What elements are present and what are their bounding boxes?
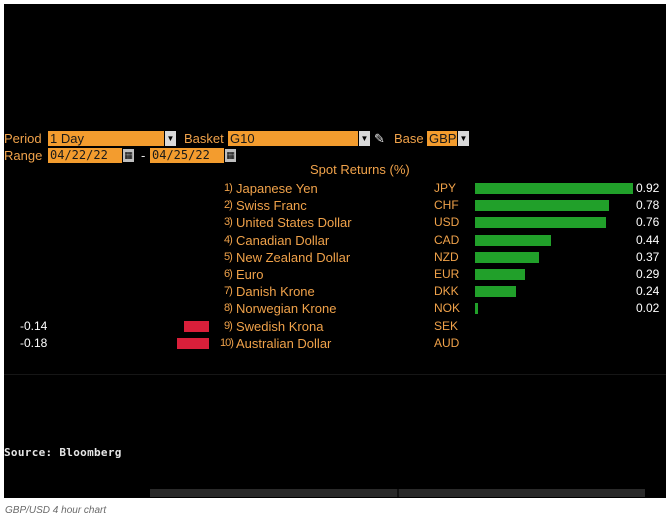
row-rank: 8) bbox=[224, 302, 233, 315]
currency-code: SEK bbox=[434, 318, 459, 333]
currency-code: NOK bbox=[434, 301, 461, 316]
list-item[interactable]: 2) Swiss Franc CHF 0.78 bbox=[4, 197, 666, 214]
currency-code: AUD bbox=[434, 335, 460, 350]
positive-return-bar bbox=[475, 200, 609, 212]
positive-return-bar bbox=[475, 183, 633, 194]
row-rank: 5) bbox=[224, 250, 233, 263]
row-rank: 9) bbox=[224, 319, 233, 332]
period-select[interactable]: 1 Day bbox=[48, 131, 164, 146]
positive-return-bar bbox=[475, 303, 479, 315]
currency-code: DKK bbox=[434, 284, 459, 299]
currency-code: JPY bbox=[434, 181, 457, 195]
list-item[interactable]: 3) United States Dollar USD 0.76 bbox=[4, 214, 666, 231]
currency-code: CAD bbox=[434, 232, 460, 247]
negative-return-bar bbox=[184, 320, 209, 332]
range-separator: - bbox=[141, 148, 146, 163]
currency-name: Euro bbox=[236, 267, 264, 282]
return-value: 0.02 bbox=[636, 301, 660, 316]
basket-label: Basket bbox=[184, 131, 224, 146]
currency-code: USD bbox=[434, 215, 460, 230]
range-label: Range bbox=[4, 148, 43, 163]
list-item[interactable]: 1) Japanese Yen JPY 0.92 bbox=[4, 180, 666, 197]
positive-return-bar bbox=[475, 234, 551, 246]
basket-select[interactable]: G10 bbox=[228, 131, 358, 146]
currency-name: Norwegian Krone bbox=[236, 301, 337, 317]
range-end-input[interactable]: 04/25/22 bbox=[150, 148, 224, 163]
row-rank: 10) bbox=[220, 336, 234, 349]
return-value: -0.14 bbox=[20, 318, 48, 333]
currency-name: Swiss Franc bbox=[236, 198, 307, 214]
return-value: 0.29 bbox=[636, 267, 660, 281]
list-item[interactable]: 7) Danish Krone DKK 0.24 bbox=[4, 283, 666, 300]
pencil-icon[interactable]: ✎ bbox=[374, 131, 385, 146]
currency-name: Danish Krone bbox=[236, 284, 315, 300]
positive-return-bar bbox=[475, 269, 525, 280]
return-value: 0.24 bbox=[636, 284, 660, 299]
source-label: Source: Bloomberg bbox=[4, 446, 122, 459]
row-rank: 7) bbox=[224, 285, 233, 298]
currency-code: EUR bbox=[434, 267, 460, 281]
image-caption: GBP/USD 4 hour chart bbox=[5, 505, 107, 516]
row-rank: 4) bbox=[224, 233, 233, 246]
list-item[interactable]: 4) Canadian Dollar CAD 0.44 bbox=[4, 232, 666, 249]
chevron-down-icon[interactable]: ▼ bbox=[165, 131, 176, 146]
negative-return-bar bbox=[177, 337, 209, 349]
currency-name: United States Dollar bbox=[236, 215, 352, 231]
bloomberg-terminal-panel: Period 1 Day ▼ Basket G10 ▼ ✎ Base GBP ▼… bbox=[4, 4, 666, 498]
chevron-down-icon[interactable]: ▼ bbox=[359, 131, 370, 146]
list-item[interactable]: 6) Euro EUR 0.29 bbox=[4, 266, 666, 283]
positive-return-bar bbox=[475, 286, 517, 298]
calendar-icon[interactable]: ▦ bbox=[225, 149, 236, 162]
currency-name: Canadian Dollar bbox=[236, 232, 330, 248]
return-value: 0.78 bbox=[636, 198, 660, 213]
base-label: Base bbox=[394, 131, 424, 146]
calendar-icon[interactable]: ▦ bbox=[123, 149, 134, 162]
currency-name: Swedish Krona bbox=[236, 318, 324, 334]
list-item[interactable]: 8) Norwegian Krone NOK 0.02 bbox=[4, 300, 666, 317]
divider bbox=[4, 374, 666, 375]
row-rank: 6) bbox=[224, 268, 233, 280]
currency-code: CHF bbox=[434, 198, 459, 213]
return-value: 0.92 bbox=[636, 181, 660, 195]
list-item[interactable]: 9) Swedish Krona SEK -0.14 bbox=[4, 318, 666, 335]
return-value: 0.76 bbox=[636, 215, 660, 230]
controls-bar: Period 1 Day ▼ Basket G10 ▼ ✎ Base GBP ▼… bbox=[4, 125, 666, 165]
chart-title: Spot Returns (%) bbox=[310, 162, 410, 177]
return-value: 0.44 bbox=[636, 232, 660, 247]
list-item[interactable]: 10) Australian Dollar AUD -0.18 bbox=[4, 335, 666, 352]
return-value: -0.18 bbox=[20, 335, 48, 350]
currency-name: New Zealand Dollar bbox=[236, 249, 351, 265]
row-rank: 1) bbox=[224, 182, 233, 194]
return-value: 0.37 bbox=[636, 249, 660, 264]
currency-name: Japanese Yen bbox=[236, 181, 318, 196]
base-select[interactable]: GBP bbox=[427, 131, 457, 146]
positive-return-bar bbox=[475, 251, 539, 263]
scrollbar-strip bbox=[150, 489, 645, 497]
currency-name: Australian Dollar bbox=[236, 335, 332, 351]
positive-return-bar bbox=[475, 217, 606, 229]
row-rank: 3) bbox=[224, 216, 233, 229]
list-item[interactable]: 5) New Zealand Dollar NZD 0.37 bbox=[4, 249, 666, 266]
currency-code: NZD bbox=[434, 249, 459, 264]
range-start-input[interactable]: 04/22/22 bbox=[48, 148, 122, 163]
chevron-down-icon[interactable]: ▼ bbox=[458, 131, 469, 146]
period-label: Period bbox=[4, 131, 42, 146]
row-rank: 2) bbox=[224, 199, 233, 212]
